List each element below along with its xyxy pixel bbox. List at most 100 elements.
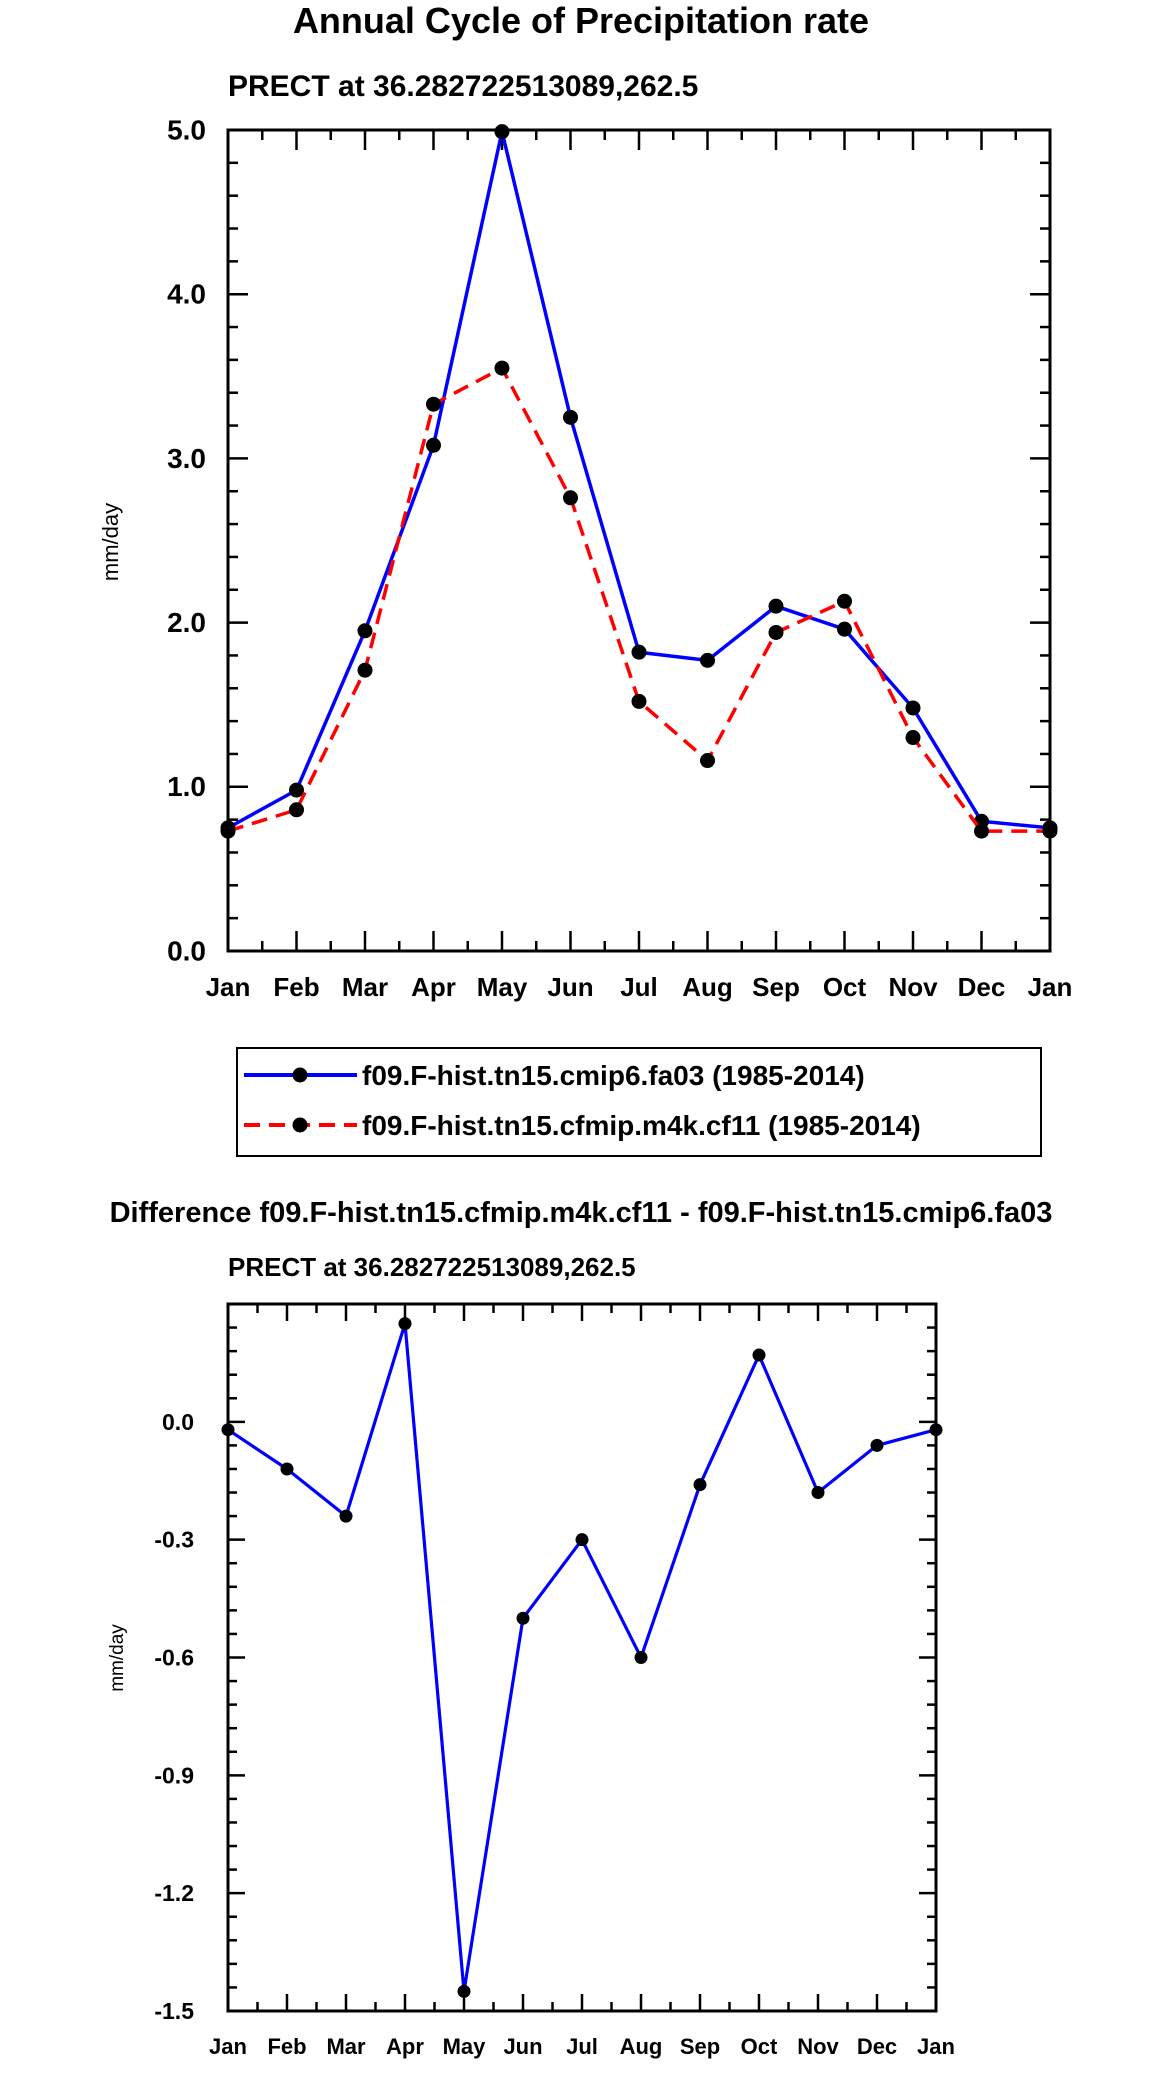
bottom-series-layer: [221, 1317, 943, 1998]
x-tick-label: Dec: [958, 972, 1006, 1002]
x-tick-label: Aug: [682, 972, 733, 1002]
data-point-series-1: [905, 700, 921, 716]
legend-marker-series-1: [292, 1067, 308, 1083]
y-tick-label: -0.6: [154, 1644, 194, 1670]
x-tick-label: Feb: [273, 972, 319, 1002]
data-point-series-2: [905, 730, 921, 746]
x-tick-label: Nov: [797, 2034, 839, 2059]
bottom-plot-frame: [226, 1302, 938, 2013]
data-point-series-2: [563, 490, 578, 506]
data-point-series-1: [339, 1509, 353, 1523]
data-point-series-1: [768, 598, 784, 614]
legend-entry-series-1: f09.F-hist.tn15.cmip6.fa03 (1985-2014): [244, 1060, 865, 1091]
legend-box: [236, 1047, 1042, 1157]
bottom-axis-ticks: [226, 1302, 938, 2013]
y-tick-label: -1.2: [154, 1880, 194, 1906]
series-line-2: [227, 366, 1050, 833]
x-tick-label: Jan: [917, 2034, 955, 2059]
x-tick-label: Jun: [547, 972, 593, 1002]
y-tick-label: 0.0: [162, 1409, 194, 1435]
x-tick-label: Jul: [566, 2034, 598, 2059]
data-point-series-1: [289, 782, 304, 798]
y-tick-label: -0.9: [154, 1762, 194, 1788]
top-axis-ticks: [226, 128, 1052, 953]
top-chart-title: Annual Cycle of Precipitation rate: [293, 0, 869, 41]
data-point-series-2: [700, 753, 715, 769]
y-tick-label: -0.3: [154, 1527, 194, 1553]
data-point-series-1: [693, 1478, 707, 1492]
top-chart: Annual Cycle of Precipitation rate PRECT…: [98, 0, 1073, 1157]
x-tick-label: Apr: [386, 2034, 424, 2059]
y-tick-label: -1.5: [154, 1998, 194, 2024]
data-point-series-1: [870, 1438, 884, 1452]
y-tick-label: 5.0: [167, 114, 206, 145]
data-point-series-2: [768, 624, 784, 640]
top-chart-ylabel: mm/day: [98, 503, 123, 581]
data-point-series-1: [563, 409, 578, 425]
x-tick-label: May: [477, 972, 528, 1002]
top-chart-subtitle: PRECT at 36.282722513089,262.5: [228, 70, 698, 103]
data-point-series-1: [516, 1611, 530, 1625]
x-tick-label: Sep: [752, 972, 800, 1002]
top-plot-frame: [226, 128, 1052, 953]
x-tick-label: Feb: [267, 2034, 306, 2059]
data-point-series-2: [837, 593, 852, 609]
data-point-series-2: [631, 693, 647, 709]
bottom-chart-title: Difference f09.F-hist.tn15.cfmip.m4k.cf1…: [110, 1197, 1053, 1229]
y-tick-label: 4.0: [167, 279, 206, 310]
legend-entry-series-2: f09.F-hist.tn15.cfmip.m4k.cf11 (1985-201…: [244, 1110, 921, 1141]
data-point-series-1: [575, 1533, 589, 1547]
y-tick-label: 0.0: [167, 935, 206, 966]
data-point-series-1: [457, 1984, 471, 1998]
legend-label-series-1: f09.F-hist.tn15.cmip6.fa03 (1985-2014): [362, 1060, 865, 1091]
x-tick-label: Jan: [209, 2034, 247, 2059]
bottom-chart-ylabel: mm/day: [107, 1624, 128, 1692]
data-point-series-1: [426, 437, 441, 453]
data-point-series-1: [494, 124, 510, 140]
series-line-1: [227, 129, 1051, 830]
y-tick-label: 3.0: [167, 443, 206, 474]
data-point-series-1: [357, 623, 373, 639]
y-tick-label: 1.0: [167, 771, 206, 802]
top-ytick-labels: 0.0 1.0 2.0 3.0 4.0 5.0: [167, 114, 206, 966]
x-tick-label: Apr: [411, 972, 456, 1002]
x-tick-label: Jan: [1028, 972, 1073, 1002]
x-tick-label: Dec: [857, 2034, 897, 2059]
x-tick-label: Sep: [680, 2034, 720, 2059]
data-point-series-2: [494, 360, 510, 376]
x-tick-label: Nov: [888, 972, 938, 1002]
data-point-series-1: [752, 1348, 766, 1362]
data-point-series-1: [811, 1486, 825, 1500]
data-point-series-2: [357, 662, 373, 678]
data-point-series-1: [631, 644, 647, 660]
bottom-chart-subtitle: PRECT at 36.282722513089,262.5: [228, 1252, 636, 1282]
data-point-series-1: [280, 1462, 294, 1476]
x-tick-label: May: [443, 2034, 487, 2059]
legend-marker-series-2: [292, 1117, 308, 1133]
x-tick-label: Mar: [342, 972, 388, 1002]
legend-label-series-2: f09.F-hist.tn15.cfmip.m4k.cf11 (1985-201…: [362, 1110, 921, 1141]
data-point-series-2: [426, 396, 441, 412]
x-tick-label: Jan: [206, 972, 251, 1002]
top-series-layer: [220, 124, 1058, 839]
data-point-series-2: [289, 802, 304, 818]
top-legend: f09.F-hist.tn15.cmip6.fa03 (1985-2014) f…: [236, 1047, 1042, 1157]
x-tick-label: Jul: [620, 972, 658, 1002]
top-xtick-labels: Jan Feb Mar Apr May Jun Jul Aug Sep Oct Nov Dec Jan: [206, 972, 1073, 1002]
bottom-ytick-labels: 0.0 -0.3 -0.6 -0.9 -1.2 -1.5: [154, 1409, 194, 2024]
data-point-series-1: [700, 652, 715, 668]
x-tick-label: Jun: [503, 2034, 542, 2059]
series-line-1: [227, 1321, 937, 1994]
data-point-series-1: [398, 1317, 412, 1331]
x-tick-label: Mar: [326, 2034, 366, 2059]
bottom-xtick-labels: Jan Feb Mar Apr May Jun Jul Aug Sep Oct Nov Dec Jan: [209, 2034, 955, 2059]
data-point-series-1: [634, 1651, 648, 1664]
y-tick-label: 2.0: [167, 607, 206, 638]
x-tick-label: Oct: [741, 2034, 778, 2059]
x-tick-label: Oct: [823, 972, 867, 1002]
data-point-series-2: [974, 823, 989, 839]
data-point-series-1: [837, 621, 852, 637]
bottom-chart: Difference f09.F-hist.tn15.cfmip.m4k.cf1…: [107, 1197, 1052, 2059]
x-tick-label: Aug: [620, 2034, 663, 2059]
